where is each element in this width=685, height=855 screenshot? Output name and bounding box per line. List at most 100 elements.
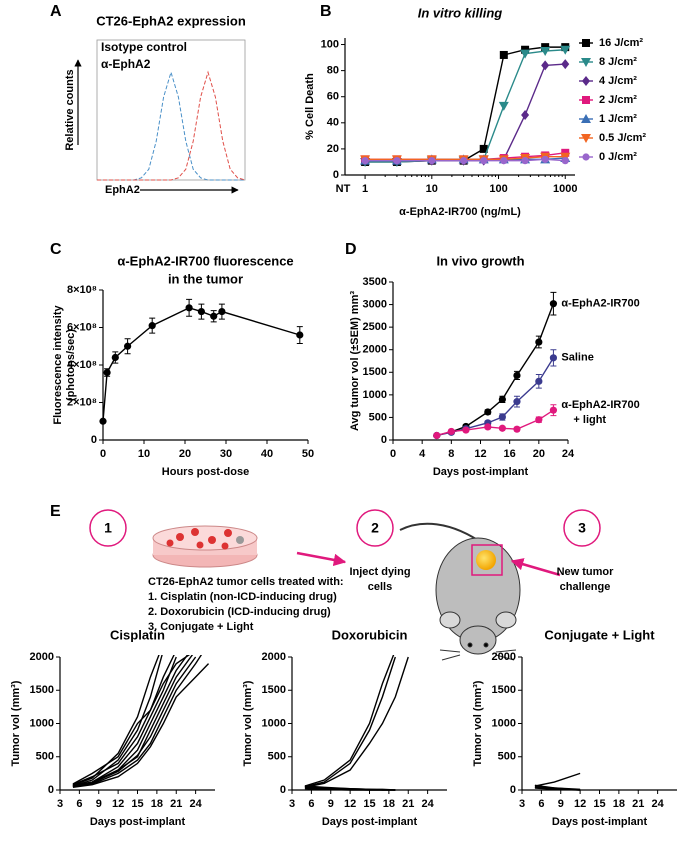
y-tick-label: 0 [48, 784, 54, 796]
plot-area [304, 655, 409, 791]
x-tick-label: 16 [504, 448, 516, 460]
series-line [534, 787, 581, 791]
marker [484, 408, 492, 416]
diagram-text: New tumor [557, 566, 615, 578]
series-line [72, 655, 163, 787]
y-tick-label: 60 [327, 91, 339, 103]
plot-area [433, 291, 558, 440]
x-tick-label: 8 [448, 448, 454, 460]
marker [111, 353, 119, 362]
series-label: + light [573, 414, 606, 426]
marker [484, 423, 492, 431]
panel-letter: C [50, 241, 62, 258]
marker [498, 395, 506, 403]
series-line [72, 656, 197, 787]
marker [499, 50, 508, 59]
y-tick-label: 0 [510, 784, 516, 796]
y-axis-label: Fluorescence intensity [52, 305, 64, 425]
x-axis-label: Days post-implant [322, 816, 418, 828]
marker [535, 338, 543, 346]
series-label: α-EphA2-IR700 [561, 399, 639, 411]
y-axis-label: Tumor vol (mm³) [472, 680, 484, 766]
legend-label: Isotype control [101, 40, 187, 54]
step-number: 3 [578, 520, 586, 536]
series-line [365, 46, 566, 163]
series-line [72, 655, 175, 785]
marker [541, 155, 549, 163]
step-circle [563, 509, 601, 547]
plot-area [360, 43, 571, 167]
y-tick-label: 1500 [492, 684, 516, 696]
x-tick-label: 15 [363, 798, 375, 810]
x-tick-label: 24 [652, 798, 665, 810]
marker [148, 322, 156, 330]
series-line [365, 49, 566, 163]
panel-letter: B [320, 3, 332, 20]
legend-label: 16 J/cm² [599, 37, 643, 49]
y-tick-label: 1500 [30, 684, 54, 696]
y-tick-label: 0 [381, 434, 387, 446]
marker [521, 157, 529, 165]
series-line [72, 663, 210, 789]
marker [361, 157, 369, 165]
marker [479, 144, 488, 153]
petri-dish [152, 525, 258, 568]
x-tick-label: 9 [328, 798, 334, 810]
x-axis-label: EphA2 [105, 184, 140, 196]
x-tick-label: 6 [308, 798, 314, 810]
chart-title: In vitro killing [418, 5, 503, 20]
x-tick-label: 3 [57, 798, 63, 810]
series-line [436, 303, 555, 437]
x-tick-label: 24 [562, 448, 575, 460]
diagram-text: 2. Doxorubicin (ICD-inducing drug) [148, 606, 331, 618]
series-line [97, 70, 246, 181]
marker [498, 101, 509, 111]
marker [535, 416, 543, 424]
y-tick-label: 1000 [492, 717, 516, 729]
series-label: Saline [561, 352, 593, 364]
x-tick-label: 20 [533, 448, 545, 460]
plot-area [534, 772, 581, 791]
y-axis-label: % Cell Death [304, 73, 316, 140]
diagram-text: 3. Conjugate + Light [148, 621, 254, 633]
x-tick-label: 30 [220, 448, 232, 460]
panel-letter: D [345, 241, 357, 258]
x-tick-label: NT [336, 183, 351, 195]
marker [581, 114, 591, 123]
x-tick-label: 40 [261, 448, 273, 460]
marker [498, 413, 506, 421]
series-line [365, 63, 566, 162]
y-tick-label: 100 [321, 38, 339, 50]
marker [210, 312, 218, 320]
y-tick-label: 2000 [30, 651, 54, 663]
series-line [304, 655, 395, 787]
marker [582, 76, 590, 86]
x-tick-label: 21 [632, 798, 644, 810]
x-tick-label: 10 [138, 448, 150, 460]
y-tick-label: 1000 [30, 717, 54, 729]
marker [581, 58, 591, 67]
marker [560, 45, 571, 55]
y-tick-label: 0 [333, 169, 339, 181]
plot-area [97, 70, 246, 181]
y-tick-label: 1000 [363, 389, 387, 401]
diagram-text: Inject dying [349, 566, 410, 578]
step-number: 2 [371, 520, 379, 536]
x-tick-label: 18 [613, 798, 625, 810]
y-tick-label: 40 [327, 117, 339, 129]
marker [582, 96, 590, 104]
legend-label: 1 J/cm² [599, 113, 637, 125]
y-tick-label: 1000 [262, 717, 286, 729]
y-tick-label: 2500 [363, 321, 387, 333]
series-line [72, 655, 203, 788]
marker [561, 157, 569, 165]
series-label: α-EphA2-IR700 [561, 298, 639, 310]
arrow [510, 558, 561, 577]
y-tick-label: 6×10⁸ [67, 321, 97, 333]
chart-title: In vivo growth [436, 253, 524, 268]
x-tick-label: 50 [302, 448, 314, 460]
marker [521, 109, 530, 120]
marker [520, 49, 531, 59]
x-tick-label: 3 [289, 798, 295, 810]
marker [549, 300, 558, 308]
